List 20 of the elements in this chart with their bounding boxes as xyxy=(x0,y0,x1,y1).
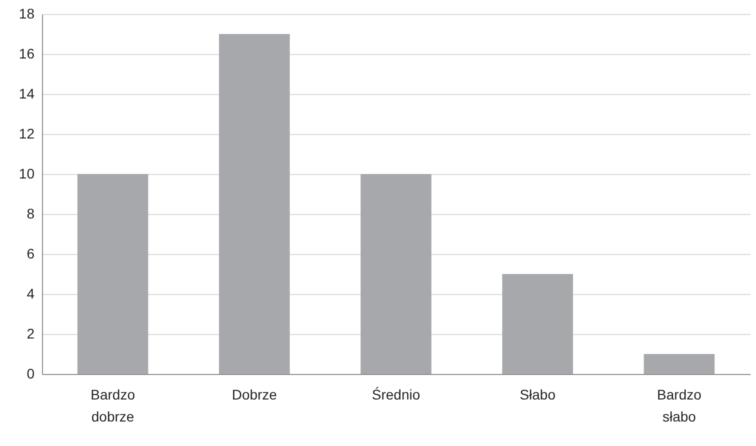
y-tick-label: 6 xyxy=(26,246,35,262)
y-tick-label: 2 xyxy=(26,326,35,342)
y-tick-label: 12 xyxy=(18,126,35,142)
x-tick-label: Słabo xyxy=(520,386,556,402)
bar xyxy=(644,354,715,374)
x-tick-label: Średnio xyxy=(372,386,420,402)
y-tick-label: 18 xyxy=(18,6,35,22)
x-tick-label: Dobrze xyxy=(232,386,278,402)
y-tick-label: 10 xyxy=(18,166,35,182)
bar xyxy=(219,34,290,374)
y-tick-label: 4 xyxy=(26,286,35,302)
x-tick-label: Bardzo słabo xyxy=(657,386,702,424)
x-tick-label: Bardzo dobrze xyxy=(90,386,136,424)
bar xyxy=(502,274,573,374)
bar xyxy=(360,174,432,374)
y-tick-label: 16 xyxy=(18,46,35,62)
y-tick-label: 8 xyxy=(26,206,35,222)
y-tick-label: 14 xyxy=(18,86,35,102)
bar xyxy=(77,174,148,374)
y-tick-label: 0 xyxy=(26,366,35,382)
